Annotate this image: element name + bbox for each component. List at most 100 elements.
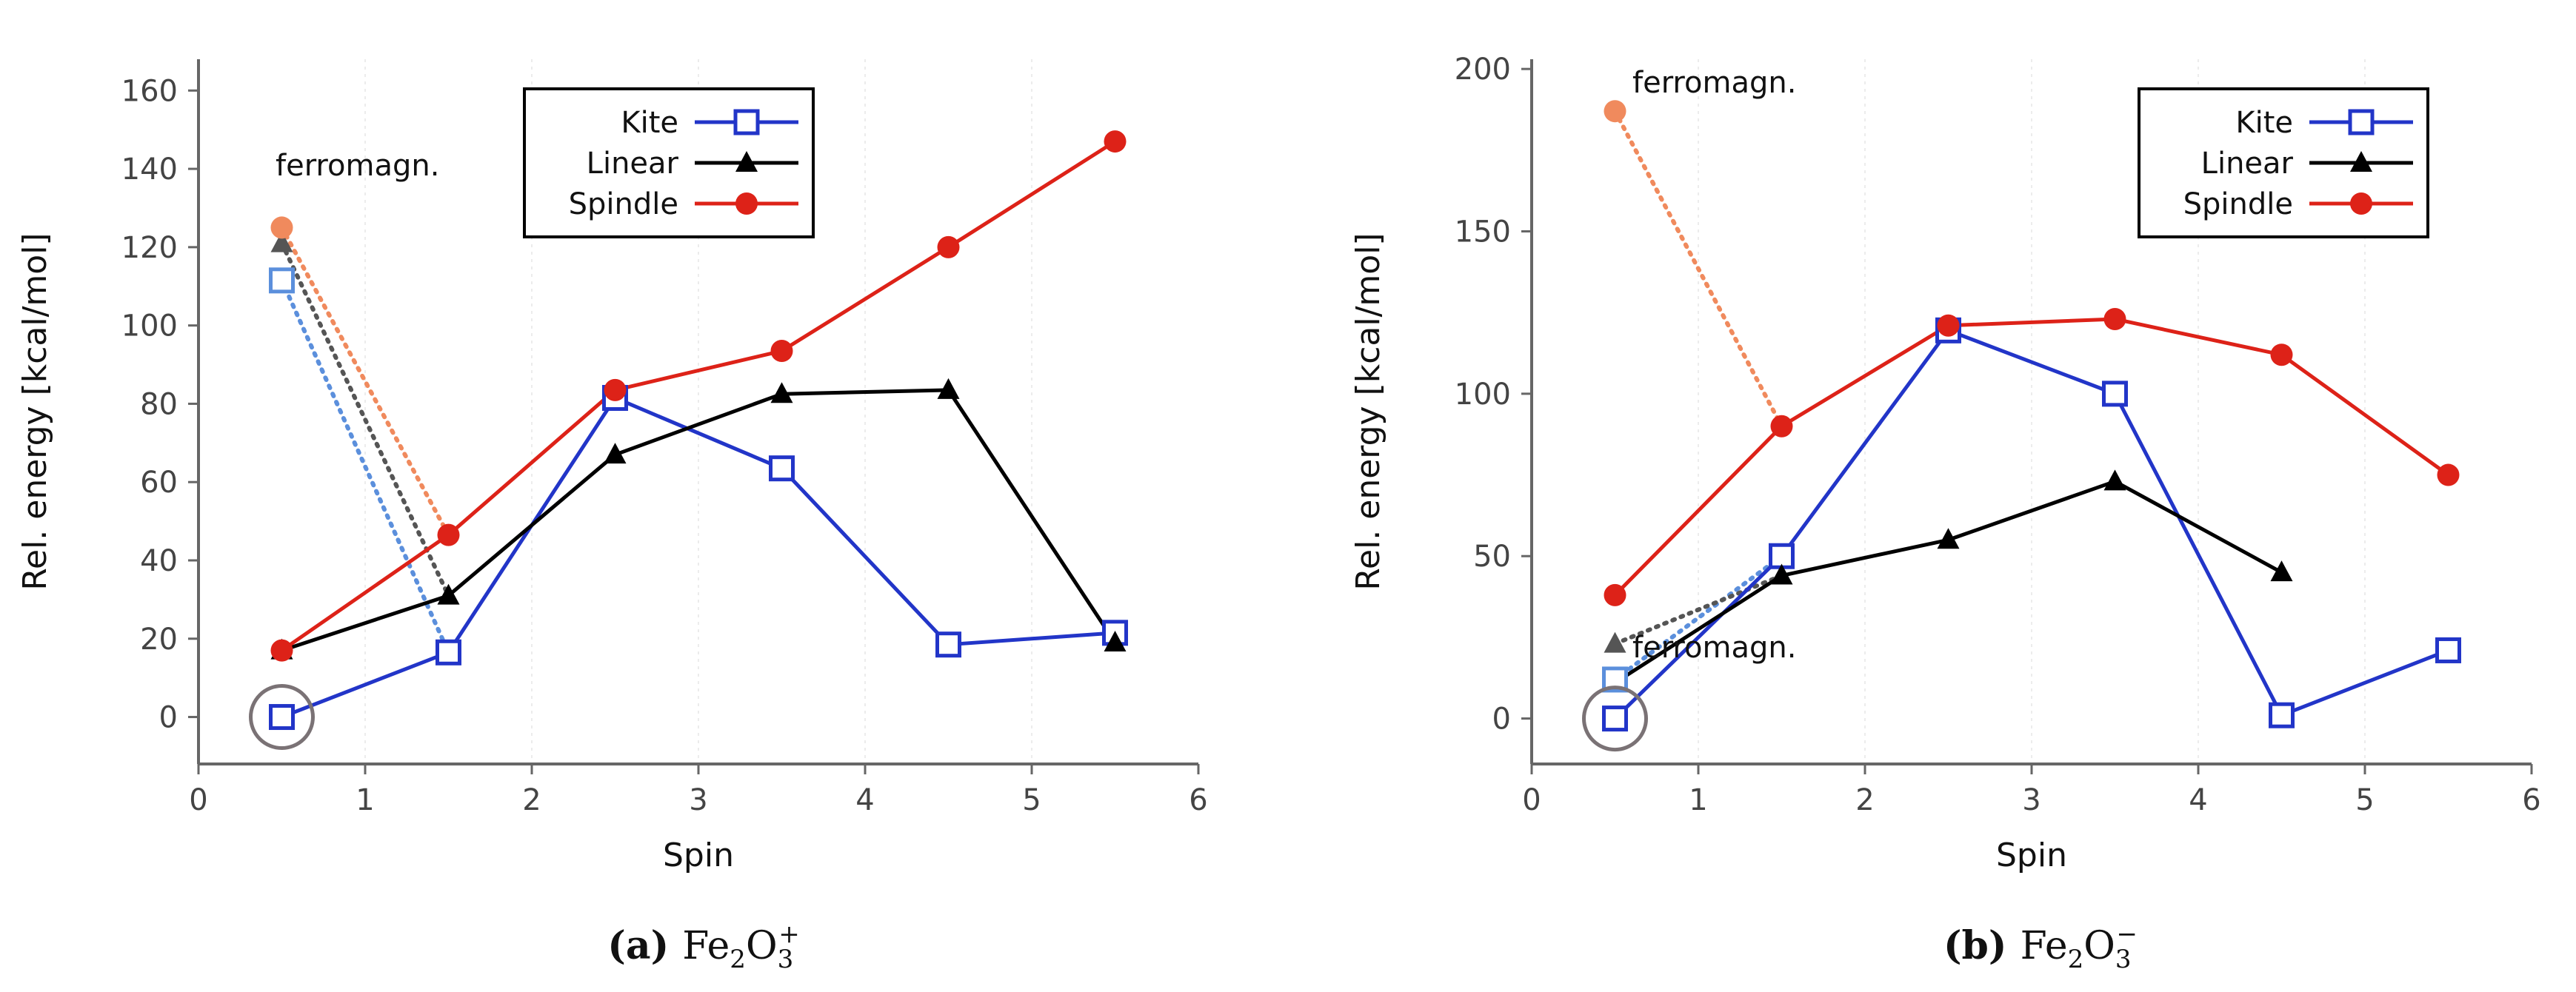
data-point-spindle (437, 523, 460, 546)
data-point-spindle (2103, 307, 2126, 330)
data-point-kite (269, 704, 295, 731)
x-tick-label: 2 (1855, 783, 1874, 817)
ferromagnetic-point (270, 231, 293, 252)
data-point-linear (2270, 560, 2293, 582)
series-line-linear (281, 388, 1117, 652)
series-line-spindle (281, 139, 1116, 652)
y-tick-label: 40 (140, 544, 178, 578)
data-point-spindle (1104, 130, 1127, 153)
panel-caption: (a) Fe2O3+ (607, 919, 799, 974)
legend-marker (2350, 192, 2372, 215)
y-tick-label: 200 (1455, 53, 1511, 87)
data-point-kite (1602, 706, 1628, 732)
y-tick-label: 60 (140, 466, 178, 500)
ferromagnetic-point (269, 267, 295, 294)
legend-marker (735, 192, 758, 215)
data-point-spindle (1604, 583, 1626, 606)
ferromagnetic-connector (279, 278, 451, 655)
legend-marker (2348, 109, 2375, 135)
y-tick-label: 160 (121, 74, 178, 108)
data-point-linear (770, 382, 793, 403)
ferromagnetic-point (270, 216, 293, 239)
y-tick-label: 100 (1455, 378, 1511, 412)
ground-state-circle (249, 684, 315, 751)
data-point-spindle (770, 340, 793, 363)
x-tick-label: 4 (855, 783, 874, 817)
x-tick-label: 3 (689, 783, 707, 817)
x-tick-label: 1 (1689, 783, 1707, 817)
y-tick-label: 20 (140, 623, 178, 657)
legend-marker (735, 151, 758, 172)
data-point-spindle (2437, 463, 2460, 486)
x-tick-label: 0 (1522, 783, 1541, 817)
legend-marker (2350, 151, 2372, 172)
y-tick-label: 140 (121, 153, 178, 187)
data-point-spindle (604, 378, 627, 401)
data-point-kite (436, 639, 461, 666)
ferromagnetic-connector (279, 225, 451, 537)
data-point-linear (1937, 528, 1960, 549)
y-tick-label: 0 (1492, 703, 1511, 737)
ferromagnetic-connector (1612, 573, 1784, 646)
data-point-linear (937, 378, 960, 399)
data-point-spindle (1770, 415, 1793, 438)
y-tick-label: 120 (121, 231, 178, 265)
ferromagnetic-label: ferromagn. (276, 149, 439, 183)
data-point-linear (1770, 563, 1793, 585)
ground-state-circle (1582, 686, 1648, 752)
legend-label: Kite (2235, 106, 2293, 140)
data-point-spindle (270, 639, 293, 662)
legend-label: Kite (621, 106, 678, 140)
ferromagnetic-point (1604, 100, 1626, 123)
legend-label: Linear (587, 147, 679, 181)
x-tick-label: 4 (2189, 783, 2207, 817)
y-axis-label: Rel. energy [kcal/mol] (1349, 232, 1387, 590)
series-line-kite (1613, 328, 2449, 720)
ferromagnetic-label: ferromagn. (1632, 631, 1796, 665)
y-tick-label: 50 (1473, 540, 1511, 574)
panel-b: 0 1 2 3 4 5 6 0 50 100 150 200 Spin Rel. energy [kcal… (1349, 53, 2541, 974)
panel-caption: (b) Fe2O3− (1943, 919, 2138, 974)
x-tick-label: 5 (2355, 783, 2374, 817)
y-tick-label: 150 (1455, 215, 1511, 249)
series-line-kite (281, 395, 1115, 719)
data-point-kite (935, 631, 961, 658)
ferromagnetic-point (1604, 631, 1626, 653)
data-point-kite (2435, 637, 2461, 663)
x-tick-label: 0 (189, 783, 207, 817)
ferromagnetic-connector (279, 241, 451, 598)
ferromagnetic-label: ferromagn. (1632, 66, 1796, 100)
legend-label: Spindle (569, 187, 678, 221)
y-tick-label: 100 (121, 309, 178, 343)
x-tick-label: 2 (522, 783, 541, 817)
x-tick-label: 6 (1189, 783, 1207, 817)
data-point-kite (769, 455, 795, 482)
x-axis-label: Spin (1996, 837, 2067, 874)
ferromagnetic-connector (1612, 109, 1784, 429)
data-point-linear (2103, 469, 2126, 491)
y-tick-label: 80 (140, 387, 178, 421)
data-point-linear (437, 583, 460, 605)
data-point-kite (2269, 702, 2295, 728)
y-axis-label: Rel. energy [kcal/mol] (16, 232, 54, 590)
x-tick-label: 3 (2022, 783, 2041, 817)
legend-label: Spindle (2183, 187, 2293, 221)
data-point-spindle (2270, 343, 2293, 366)
data-point-linear (604, 443, 627, 464)
data-point-kite (2102, 381, 2128, 407)
x-tick-label: 6 (2522, 783, 2540, 817)
data-point-linear (1104, 631, 1127, 652)
x-tick-label: 5 (1022, 783, 1041, 817)
data-point-kite (1769, 543, 1795, 569)
data-point-spindle (937, 235, 960, 258)
y-tick-label: 0 (159, 701, 178, 735)
legend-label: Linear (2201, 147, 2294, 181)
x-tick-label: 1 (356, 783, 374, 817)
x-axis-label: Spin (663, 837, 734, 874)
data-point-spindle (1937, 314, 1960, 337)
series-line-spindle (1613, 317, 2449, 597)
ferromagnetic-connector (1612, 554, 1784, 682)
legend-marker (733, 109, 760, 135)
